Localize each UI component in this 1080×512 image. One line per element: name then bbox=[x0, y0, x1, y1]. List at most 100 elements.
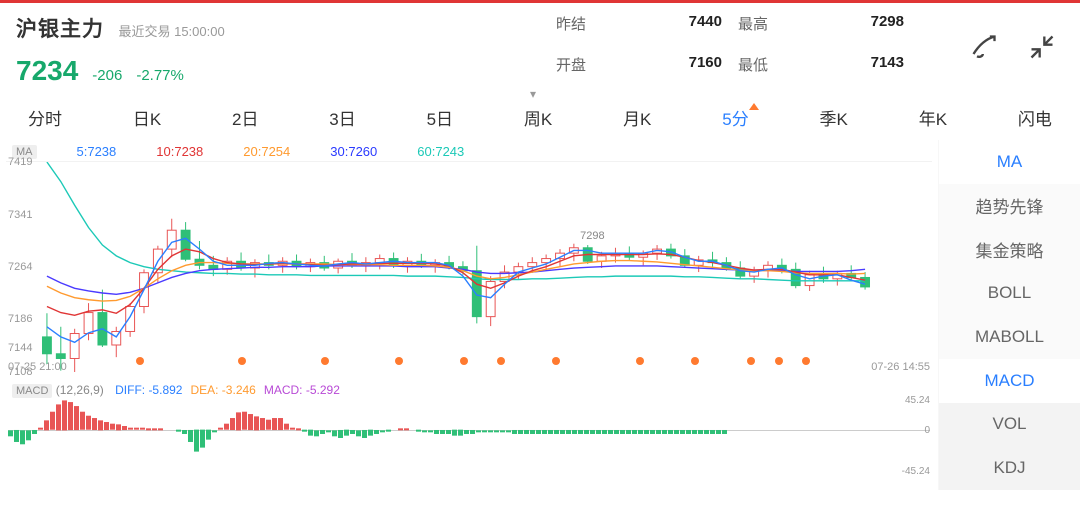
last-price: 7234 bbox=[16, 55, 78, 87]
tab-闪电[interactable]: 闪电 bbox=[1018, 105, 1052, 130]
macd-bar bbox=[356, 430, 361, 437]
collapse-icon[interactable] bbox=[1028, 33, 1056, 66]
sidebar-item-MABOLL[interactable]: MABOLL bbox=[939, 315, 1080, 359]
last-trade-label: 最近交易 15:00:00 bbox=[118, 24, 224, 39]
tab-3日[interactable]: 3日 bbox=[329, 105, 355, 130]
signal-dot bbox=[497, 357, 505, 365]
header-icons bbox=[970, 33, 1056, 66]
macd-bar bbox=[266, 419, 271, 430]
tab-2日[interactable]: 2日 bbox=[232, 105, 258, 130]
quote-label: 最高 bbox=[738, 13, 798, 46]
macd-bar bbox=[38, 427, 43, 430]
macd-bar bbox=[440, 430, 445, 434]
macd-label: MACD bbox=[12, 384, 52, 398]
sidebar-item-VOL[interactable]: VOL bbox=[939, 403, 1080, 447]
macd-bar bbox=[140, 427, 145, 430]
macd-bars bbox=[8, 399, 930, 461]
macd-bar bbox=[368, 430, 373, 435]
chart-wrap: MA 5:723810:723820:725430:726060:7243 74… bbox=[0, 140, 1080, 490]
macd-bar bbox=[536, 430, 541, 434]
macd-bar bbox=[134, 427, 139, 430]
macd-bar bbox=[122, 426, 127, 430]
macd-bar bbox=[470, 430, 475, 434]
chevron-down-icon[interactable]: ▾ bbox=[530, 87, 536, 101]
macd-bar bbox=[584, 430, 589, 434]
tab-月K[interactable]: 月K bbox=[623, 105, 651, 130]
macd-bar bbox=[482, 430, 487, 433]
macd-bar bbox=[8, 430, 13, 437]
macd-bar bbox=[344, 430, 349, 435]
tab-5日[interactable]: 5日 bbox=[427, 105, 453, 130]
indicator-sidebar: MA趋势先锋集金策略BOLLMABOLL MACDVOLKDJ bbox=[938, 140, 1080, 490]
macd-bar bbox=[26, 430, 31, 441]
macd-bar bbox=[560, 430, 565, 434]
macd-bar bbox=[86, 415, 91, 430]
macd-bar bbox=[620, 430, 625, 434]
macd-bar bbox=[116, 425, 121, 430]
macd-bar bbox=[74, 406, 79, 430]
macd-bar bbox=[524, 430, 529, 434]
draw-icon[interactable] bbox=[970, 33, 998, 66]
tab-日K[interactable]: 日K bbox=[133, 105, 161, 130]
macd-ylabel: -45.24 bbox=[902, 466, 930, 477]
macd-zero-line bbox=[8, 430, 930, 431]
tab-年K[interactable]: 年K bbox=[919, 105, 947, 130]
tab-5分[interactable]: 5分 bbox=[722, 105, 748, 130]
macd-bar bbox=[20, 430, 25, 445]
macd-bar bbox=[194, 430, 199, 451]
tab-分时[interactable]: 分时 bbox=[28, 105, 62, 130]
sidebar-item-MACD[interactable]: MACD bbox=[939, 359, 1080, 403]
macd-bar bbox=[158, 429, 163, 430]
macd-bar bbox=[650, 430, 655, 434]
macd-bar bbox=[722, 430, 727, 434]
macd-bar bbox=[398, 429, 403, 430]
macd-bar bbox=[98, 421, 103, 430]
sidebar-item-BOLL[interactable]: BOLL bbox=[939, 271, 1080, 315]
macd-bar bbox=[446, 430, 451, 434]
macd-bar bbox=[188, 430, 193, 442]
macd-bar bbox=[236, 413, 241, 430]
macd-bar bbox=[638, 430, 643, 434]
macd-bar bbox=[290, 427, 295, 430]
macd-bar bbox=[332, 430, 337, 437]
macd-bar bbox=[608, 430, 613, 434]
macd-bar bbox=[698, 430, 703, 434]
macd-bar bbox=[272, 418, 277, 430]
macd-bar bbox=[248, 414, 253, 430]
signal-dot bbox=[136, 357, 144, 365]
kline-chart[interactable]: 74197341726471867144710807-25 21:0007-26… bbox=[6, 161, 932, 371]
macd-bar bbox=[296, 429, 301, 430]
macd-bar bbox=[404, 429, 409, 430]
sidebar-item-集金策略[interactable]: 集金策略 bbox=[939, 228, 1080, 272]
macd-bar bbox=[530, 430, 535, 434]
macd-bar bbox=[512, 430, 517, 434]
macd-bar bbox=[422, 430, 427, 433]
quote-value: 7143 bbox=[814, 54, 904, 87]
macd-bar bbox=[260, 418, 265, 430]
ma-legend-item: 20:7254 bbox=[243, 144, 290, 159]
quote-label: 最低 bbox=[738, 54, 798, 87]
macd-bar bbox=[704, 430, 709, 434]
sidebar-item-趋势先锋[interactable]: 趋势先锋 bbox=[939, 184, 1080, 228]
macd-legend-item: DEA: -3.246 bbox=[190, 383, 255, 397]
signal-dot bbox=[395, 357, 403, 365]
tab-周K[interactable]: 周K bbox=[524, 105, 552, 130]
macd-bar bbox=[128, 427, 133, 430]
ma-legend: MA 5:723810:723820:725430:726060:7243 bbox=[6, 140, 932, 161]
sidebar-item-MA[interactable]: MA bbox=[939, 140, 1080, 184]
macd-bar bbox=[182, 430, 187, 434]
signal-dot bbox=[691, 357, 699, 365]
macd-bar bbox=[614, 430, 619, 434]
macd-params: (12,26,9) bbox=[56, 383, 104, 397]
macd-bar bbox=[506, 430, 511, 433]
macd-bar bbox=[566, 430, 571, 434]
sidebar-group-overlay: MA趋势先锋集金策略BOLLMABOLL bbox=[939, 140, 1080, 359]
macd-bar bbox=[254, 417, 259, 430]
tab-季K[interactable]: 季K bbox=[820, 105, 848, 130]
macd-bar bbox=[80, 411, 85, 430]
macd-bar bbox=[50, 411, 55, 430]
sidebar-item-KDJ[interactable]: KDJ bbox=[939, 446, 1080, 490]
signal-dot bbox=[552, 357, 560, 365]
macd-bar bbox=[686, 430, 691, 434]
macd-bar bbox=[476, 430, 481, 433]
